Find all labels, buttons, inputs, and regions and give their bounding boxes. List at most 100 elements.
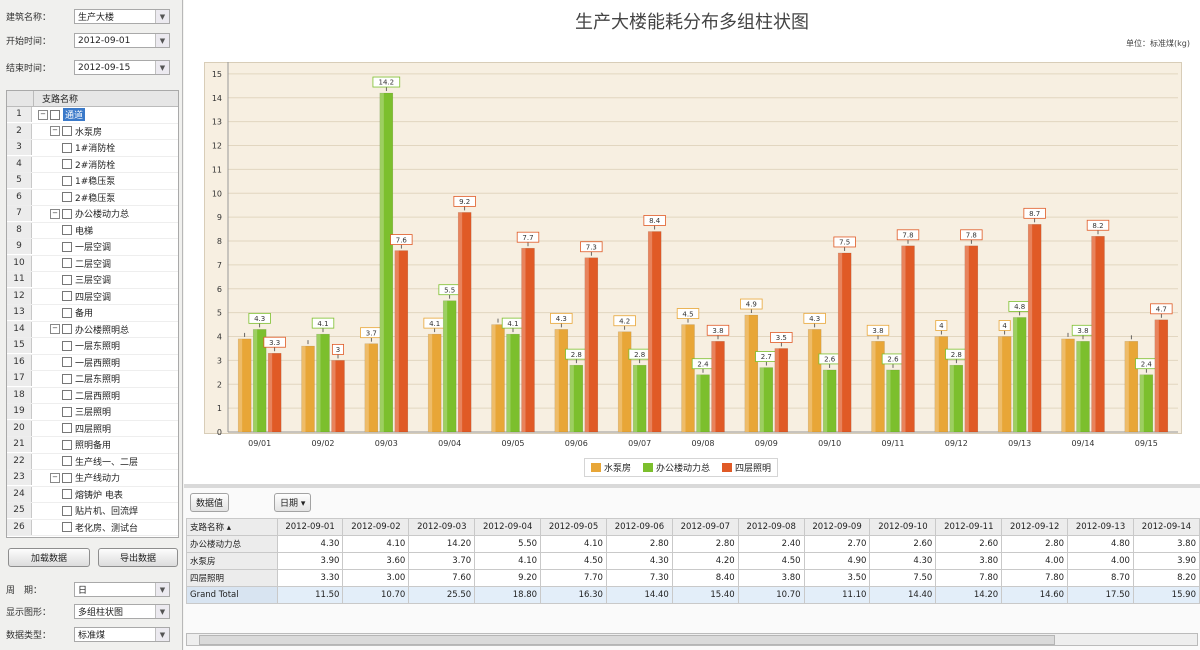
table-cell[interactable]: 11.10: [803, 586, 871, 604]
table-cell[interactable]: 7.30: [605, 569, 673, 587]
horizontal-scrollbar[interactable]: [186, 633, 1198, 646]
table-cell[interactable]: 14.20: [935, 586, 1003, 604]
table-cell[interactable]: 2.60: [935, 535, 1003, 553]
checkbox[interactable]: [62, 522, 72, 533]
table-cell[interactable]: 5.50: [474, 535, 542, 553]
checkbox[interactable]: [62, 208, 72, 219]
table-cell[interactable]: 2.40: [737, 535, 805, 553]
tree-row[interactable]: 11 三层空调: [7, 272, 178, 289]
checkbox[interactable]: [62, 241, 72, 252]
column-header[interactable]: 2012-09-04: [474, 518, 542, 536]
table-cell[interactable]: 10.70: [737, 586, 805, 604]
column-header[interactable]: 2012-09-10: [869, 518, 937, 536]
checkbox[interactable]: [62, 291, 72, 302]
tree-row[interactable]: 3 1#消防栓: [7, 140, 178, 157]
tree-row[interactable]: 22 生产线一、二层: [7, 453, 178, 470]
table-cell[interactable]: 3.30: [276, 569, 344, 587]
collapse-icon[interactable]: −: [50, 324, 60, 335]
table-cell[interactable]: 3.70: [408, 552, 476, 570]
checkbox[interactable]: [62, 489, 72, 500]
tree-row[interactable]: 25 贴片机、回流焊: [7, 503, 178, 520]
load-data-button[interactable]: 加载数据: [8, 548, 90, 567]
table-cell[interactable]: 2.80: [671, 535, 739, 553]
checkbox[interactable]: [62, 225, 72, 236]
collapse-icon[interactable]: −: [38, 109, 48, 120]
date-field-button[interactable]: 日期 ▾: [274, 493, 312, 512]
table-cell[interactable]: 10.70: [342, 586, 410, 604]
table-cell[interactable]: 14.20: [408, 535, 476, 553]
checkbox[interactable]: [62, 406, 72, 417]
chart-type-combo[interactable]: 多组柱状图 ▼: [74, 604, 170, 619]
checkbox[interactable]: [62, 423, 72, 434]
checkbox[interactable]: [62, 307, 72, 318]
table-cell[interactable]: 2.60: [869, 535, 937, 553]
tree-row[interactable]: 1− 通道: [7, 107, 178, 124]
checkbox[interactable]: [62, 258, 72, 269]
column-header[interactable]: 2012-09-11: [935, 518, 1003, 536]
table-cell[interactable]: 3.00: [342, 569, 410, 587]
checkbox[interactable]: [62, 340, 72, 351]
checkbox[interactable]: [62, 373, 72, 384]
table-cell[interactable]: 7.80: [1001, 569, 1069, 587]
chevron-down-icon[interactable]: ▼: [155, 583, 169, 596]
table-cell[interactable]: 3.90: [276, 552, 344, 570]
table-cell[interactable]: 16.30: [540, 586, 607, 604]
tree-row[interactable]: 13 备用: [7, 305, 178, 322]
tree-row[interactable]: 4 2#消防栓: [7, 156, 178, 173]
checkbox[interactable]: [62, 472, 72, 483]
table-cell[interactable]: 4.20: [671, 552, 739, 570]
column-header[interactable]: 2012-09-13: [1067, 518, 1134, 536]
building-combo[interactable]: 生产大楼 ▼: [74, 9, 170, 24]
tree-row[interactable]: 24 熔铸炉 电表: [7, 486, 178, 503]
column-header[interactable]: 2012-09-14: [1132, 518, 1200, 536]
table-cell[interactable]: 4.00: [1067, 552, 1134, 570]
period-combo[interactable]: 日 ▼: [74, 582, 170, 597]
checkbox[interactable]: [50, 109, 60, 120]
checkbox[interactable]: [62, 390, 72, 401]
table-cell[interactable]: 15.90: [1132, 586, 1200, 604]
table-cell[interactable]: 2.70: [803, 535, 871, 553]
checkbox[interactable]: [62, 142, 72, 153]
table-cell[interactable]: 14.40: [869, 586, 937, 604]
end-date-picker[interactable]: 2012-09-15 ▼: [74, 60, 170, 75]
tree-row[interactable]: 10 二层空调: [7, 255, 178, 272]
table-cell[interactable]: 4.10: [342, 535, 410, 553]
table-cell[interactable]: 4.90: [803, 552, 871, 570]
tree-row[interactable]: 19 三层照明: [7, 404, 178, 421]
tree-row[interactable]: 21 照明备用: [7, 437, 178, 454]
table-cell[interactable]: 7.60: [408, 569, 476, 587]
column-header[interactable]: 2012-09-06: [605, 518, 673, 536]
table-cell[interactable]: 8.20: [1132, 569, 1200, 587]
tree-row[interactable]: 14 − 办公楼照明总: [7, 321, 178, 338]
checkbox[interactable]: [62, 175, 72, 186]
table-cell[interactable]: 7.70: [540, 569, 607, 587]
checkbox[interactable]: [62, 505, 72, 516]
table-cell[interactable]: 8.40: [671, 569, 739, 587]
checkbox[interactable]: [62, 192, 72, 203]
table-cell[interactable]: 4.30: [869, 552, 937, 570]
table-cell[interactable]: 4.30: [605, 552, 673, 570]
table-cell[interactable]: 4.10: [540, 535, 607, 553]
branch-tree[interactable]: 支路名称 1− 通道 2− 水泵房 3 1#消防栓 4 2#消防栓 5 1#稳压泵 6 2#稳压泵 7−…: [6, 90, 179, 538]
checkbox[interactable]: [62, 274, 72, 285]
data-field-button[interactable]: 数据值: [190, 493, 230, 512]
tree-row[interactable]: 18 二层西照明: [7, 387, 178, 404]
table-cell[interactable]: 3.90: [1132, 552, 1200, 570]
table-cell[interactable]: 4.50: [737, 552, 805, 570]
collapse-icon[interactable]: −: [50, 208, 60, 219]
checkbox[interactable]: [62, 439, 72, 450]
table-cell[interactable]: 4.00: [1001, 552, 1069, 570]
chevron-down-icon[interactable]: ▼: [155, 61, 169, 74]
checkbox[interactable]: [62, 357, 72, 368]
table-cell[interactable]: 4.80: [1067, 535, 1134, 553]
start-date-picker[interactable]: 2012-09-01 ▼: [74, 33, 170, 48]
table-cell[interactable]: 18.80: [474, 586, 542, 604]
table-cell[interactable]: 2.80: [605, 535, 673, 553]
table-cell[interactable]: 3.80: [1132, 535, 1200, 553]
data-type-combo[interactable]: 标准煤 ▼: [74, 627, 170, 642]
table-cell[interactable]: 3.60: [342, 552, 410, 570]
table-cell[interactable]: 3.50: [803, 569, 871, 587]
table-cell[interactable]: 15.40: [671, 586, 739, 604]
tree-row[interactable]: 6 2#稳压泵: [7, 189, 178, 206]
table-cell[interactable]: 14.60: [1001, 586, 1069, 604]
